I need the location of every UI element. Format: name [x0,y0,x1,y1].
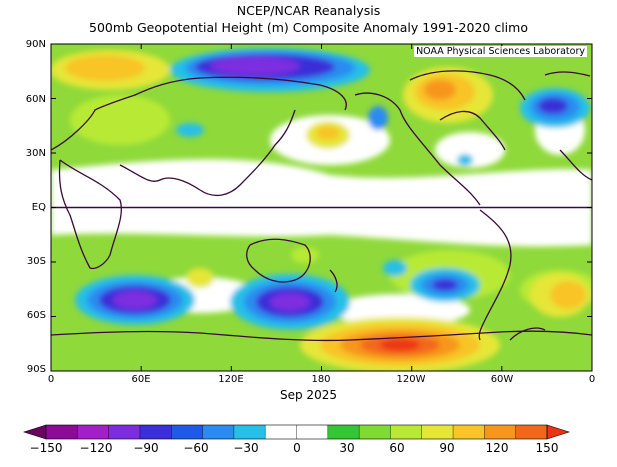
colorbar-tick-label: −150 [29,441,63,455]
lon-tick-label: 180 [311,374,331,385]
axis-ticks [50,43,593,372]
colorbar-swatch [265,425,297,439]
colorbar-swatch [46,425,78,439]
lat-tick-label: 30S [26,256,46,267]
colorbar-swatch [108,425,141,439]
lon-tick-label: 120W [396,374,426,385]
colorbar-tick-label: −30 [233,441,259,455]
colorbar-tick-label: 90 [439,441,455,455]
lat-tick-label: 60N [25,94,46,105]
lon-tick-label: 0 [47,374,55,385]
chart-title: NCEP/NCAR Reanalysis [236,3,381,18]
colorbar-swatch [390,425,423,439]
lon-tick-label: 120E [218,374,244,385]
colorbar-swatch [515,425,548,439]
colorbar-swatch [453,425,485,439]
colorbar-swatch [171,425,204,439]
colorbar-tick-label: −120 [79,441,113,455]
coastlines [51,70,592,342]
colorbar-swatch [296,425,329,439]
lon-tick-label: 60W [490,374,514,385]
period-label: Sep 2025 [280,388,337,402]
colorbar-min-arrow [23,424,47,440]
colorbar-swatch [421,425,454,439]
colorbar-swatch [359,425,391,439]
colorbar-swatch [233,425,266,439]
colorbar-tick-label: 120 [485,441,509,455]
anomaly-field [51,44,592,371]
colorbar-tick-label: −90 [133,441,159,455]
lon-tick-label: 0 [588,374,596,385]
lat-tick-label: 90S [26,364,46,375]
colorbar-tick-label: 150 [535,441,559,455]
colorbar-tick-label: 30 [339,441,355,455]
colorbar-max-arrow [546,424,570,440]
colorbar-swatch [77,425,110,439]
lon-tick-label: 60E [131,374,151,385]
colorbar-tick-label: 0 [293,441,301,455]
chart-subtitle: 500mb Geopotential Height (m) Composite … [89,20,528,35]
colorbar [23,424,570,440]
lat-tick-label: 90N [25,39,46,50]
lat-tick-label: EQ [31,202,46,213]
lat-tick-label: 30N [25,148,46,159]
colorbar-tick-label: −60 [183,441,209,455]
lat-tick-label: 60S [26,310,46,321]
credit-label: NOAA Physical Sciences Laboratory [414,46,587,57]
colorbar-swatch [327,425,360,439]
colorbar-tick-label: 60 [389,441,405,455]
colorbar-swatch [484,425,517,439]
colorbar-swatch [202,425,235,439]
colorbar-swatch [139,425,172,439]
